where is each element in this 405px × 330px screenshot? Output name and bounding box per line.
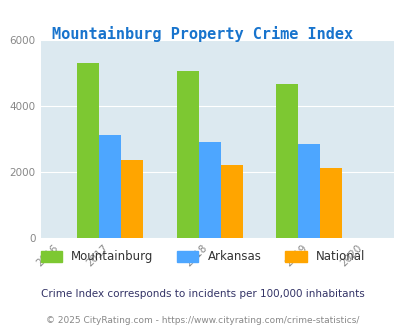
Text: Mountainburg Property Crime Index: Mountainburg Property Crime Index bbox=[52, 26, 353, 42]
Bar bbox=[99, 135, 121, 238]
Bar bbox=[121, 160, 143, 238]
Legend: Mountainburg, Arkansas, National: Mountainburg, Arkansas, National bbox=[36, 246, 369, 268]
Bar bbox=[276, 84, 298, 238]
Text: Crime Index corresponds to incidents per 100,000 inhabitants: Crime Index corresponds to incidents per… bbox=[41, 289, 364, 299]
Bar bbox=[298, 144, 320, 238]
Bar bbox=[220, 165, 242, 238]
Bar bbox=[198, 142, 220, 238]
Bar bbox=[177, 71, 198, 238]
Bar bbox=[320, 168, 341, 238]
Bar bbox=[77, 63, 99, 238]
Text: © 2025 CityRating.com - https://www.cityrating.com/crime-statistics/: © 2025 CityRating.com - https://www.city… bbox=[46, 316, 359, 325]
